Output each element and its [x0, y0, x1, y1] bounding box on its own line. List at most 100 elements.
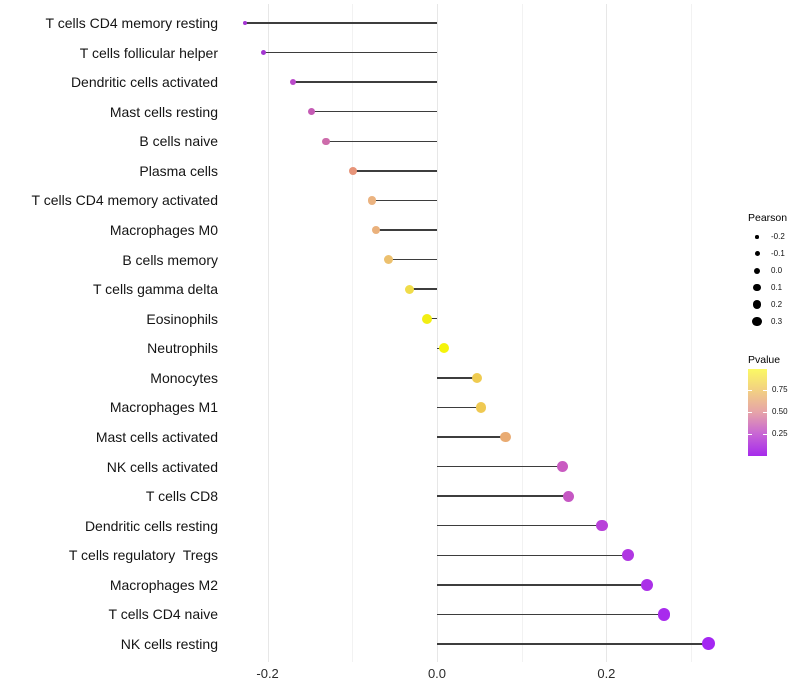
- category-label: Dendritic cells resting: [84, 517, 218, 534]
- lollipop-stem: [244, 22, 437, 24]
- lollipop-dot: [562, 490, 574, 502]
- category-label: NK cells resting: [120, 635, 218, 652]
- lollipop-stem: [437, 643, 709, 645]
- category-label: T cells gamma delta: [92, 281, 218, 298]
- lollipop-stem: [409, 288, 437, 290]
- category-label: T cells follicular helper: [79, 44, 218, 61]
- pvalue-tick-mark: [763, 412, 767, 413]
- lollipop-dot: [289, 78, 297, 86]
- lollipop-dot: [242, 21, 247, 25]
- pvalue-tick-mark: [748, 412, 752, 413]
- lollipop-dot: [471, 372, 482, 383]
- lollipop-dot: [405, 284, 415, 294]
- lollipop-stem: [326, 140, 437, 143]
- category-label: Monocytes: [150, 369, 218, 386]
- lollipop-dot: [371, 225, 381, 235]
- lollipop-stem: [376, 229, 437, 231]
- lollipop-stem: [293, 81, 437, 83]
- lollipop-dot: [640, 578, 654, 592]
- size-legend-dot: [752, 316, 762, 327]
- lollipop-dot: [349, 166, 358, 175]
- category-label: T cells regulatory Tregs: [68, 547, 218, 564]
- category-label: T cells CD4 memory activated: [31, 192, 218, 209]
- lollipop-dot: [438, 343, 449, 354]
- category-label: Macrophages M0: [109, 221, 218, 238]
- lollipop-stem: [437, 584, 648, 586]
- size-legend-dot: [753, 267, 761, 275]
- lollipop-dot: [322, 137, 330, 146]
- lollipop-stem: [437, 406, 482, 409]
- pvalue-tick-mark: [748, 434, 752, 435]
- pvalue-gradient-bar: [748, 369, 767, 456]
- category-label: B cells naive: [139, 133, 218, 150]
- lollipop-dot: [596, 519, 608, 532]
- category-label: Eosinophils: [146, 310, 218, 327]
- x-major-gridline: [437, 4, 438, 662]
- lollipop-stem: [437, 436, 506, 438]
- x-major-gridline: [606, 4, 608, 662]
- x-minor-gridline: [691, 4, 693, 662]
- lollipop-stem: [311, 110, 437, 113]
- lollipop-stem: [437, 377, 477, 379]
- lollipop-stem: [437, 554, 628, 557]
- x-tick-label: 0.2: [597, 666, 616, 681]
- x-major-gridline: [267, 4, 269, 662]
- lollipop-stem: [437, 465, 563, 468]
- lollipop-stem: [437, 524, 603, 527]
- x-tick-label: 0.0: [427, 666, 447, 681]
- pvalue-tick-label: 0.25: [772, 429, 788, 438]
- lollipop-dot: [701, 637, 715, 651]
- size-legend-dot: [753, 283, 761, 292]
- x-tick-label: -0.2: [256, 666, 279, 681]
- size-legend-label: 0.0: [771, 265, 783, 275]
- category-label: T cells CD4 memory resting: [45, 15, 218, 31]
- lollipop-stem: [263, 51, 437, 54]
- pvalue-tick-label: 0.75: [772, 385, 788, 394]
- lollipop-dot: [500, 431, 511, 443]
- lollipop-dot: [657, 608, 671, 621]
- lollipop-stem: [437, 613, 664, 616]
- lollipop-dot: [621, 549, 634, 562]
- size-legend-dot: [755, 235, 759, 239]
- lollipop-dot: [556, 461, 568, 473]
- x-minor-gridline: [352, 4, 354, 662]
- lollipop-dot: [384, 255, 394, 265]
- lollipop-stem: [437, 495, 569, 497]
- category-label: Macrophages M1: [109, 399, 218, 416]
- pvalue-tick-label: 0.50: [772, 407, 788, 416]
- category-label: Macrophages M2: [109, 576, 218, 593]
- pvalue-tick-mark: [763, 390, 767, 391]
- category-label: B cells memory: [122, 251, 218, 268]
- x-minor-gridline: [521, 4, 523, 662]
- category-label: Mast cells resting: [109, 103, 218, 120]
- pvalue-tick-mark: [748, 390, 752, 391]
- category-label: Neutrophils: [147, 340, 218, 357]
- lollipop-dot: [308, 108, 316, 116]
- pvalue-tick-mark: [763, 434, 767, 435]
- lollipop-stem: [426, 317, 437, 320]
- category-label: NK cells activated: [106, 458, 218, 475]
- lollipop-dot: [475, 402, 487, 413]
- size-legend-dot: [752, 300, 762, 309]
- category-label: Mast cells activated: [95, 428, 218, 445]
- lollipop-stem: [388, 258, 437, 261]
- lollipop-dot: [421, 313, 432, 324]
- size-legend-label: -0.2: [771, 232, 785, 241]
- lollipop-dot: [367, 196, 377, 205]
- color-legend-title: Pvalue: [748, 354, 781, 366]
- size-legend-title: Pearson: [748, 212, 788, 224]
- size-legend-label: 0.3: [771, 316, 783, 326]
- category-label: T cells CD8: [145, 488, 218, 505]
- size-legend-label: 0.1: [771, 282, 783, 292]
- category-label: Dendritic cells activated: [70, 74, 218, 91]
- category-label: T cells CD4 naive: [108, 606, 218, 623]
- size-legend-label: 0.2: [771, 299, 783, 309]
- size-legend-dot: [754, 251, 760, 257]
- lollipop-stem: [353, 170, 437, 172]
- size-legend-label: -0.1: [771, 248, 785, 258]
- lollipop-dot: [260, 49, 267, 56]
- category-label: Plasma cells: [139, 162, 218, 179]
- lollipop-stem: [371, 199, 437, 202]
